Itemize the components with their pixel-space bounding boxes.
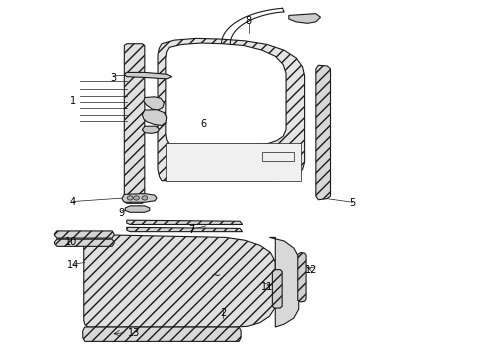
Polygon shape: [166, 43, 286, 144]
Polygon shape: [84, 234, 275, 327]
Polygon shape: [157, 127, 292, 130]
Text: 1: 1: [70, 96, 76, 106]
Polygon shape: [122, 194, 157, 202]
Text: 8: 8: [246, 17, 252, 27]
Polygon shape: [158, 39, 305, 181]
Circle shape: [127, 196, 133, 200]
Circle shape: [134, 196, 140, 200]
Text: ~: ~: [210, 269, 221, 282]
Polygon shape: [270, 237, 299, 327]
Polygon shape: [316, 65, 331, 200]
Text: 13: 13: [127, 328, 140, 338]
Polygon shape: [143, 110, 167, 126]
Text: 11: 11: [261, 282, 273, 292]
Text: 5: 5: [349, 198, 356, 208]
Text: 6: 6: [200, 120, 206, 129]
Text: 2: 2: [220, 309, 226, 318]
Polygon shape: [125, 206, 150, 212]
Text: 14: 14: [67, 260, 79, 270]
Polygon shape: [143, 126, 159, 134]
Polygon shape: [157, 123, 292, 126]
Text: 9: 9: [119, 208, 125, 218]
Circle shape: [142, 196, 148, 200]
Polygon shape: [124, 44, 145, 203]
Polygon shape: [262, 152, 294, 161]
Polygon shape: [54, 231, 114, 238]
Text: 10: 10: [66, 237, 78, 247]
Polygon shape: [289, 14, 320, 23]
Polygon shape: [127, 227, 243, 231]
Text: 7: 7: [188, 225, 195, 235]
Polygon shape: [124, 72, 172, 79]
Polygon shape: [127, 220, 243, 225]
Text: 4: 4: [70, 197, 76, 207]
Polygon shape: [144, 97, 164, 110]
Polygon shape: [83, 327, 241, 341]
Polygon shape: [272, 270, 282, 308]
Polygon shape: [298, 252, 306, 302]
Text: 12: 12: [305, 265, 317, 275]
Text: 3: 3: [110, 73, 116, 83]
Polygon shape: [166, 143, 301, 181]
Polygon shape: [54, 239, 114, 246]
